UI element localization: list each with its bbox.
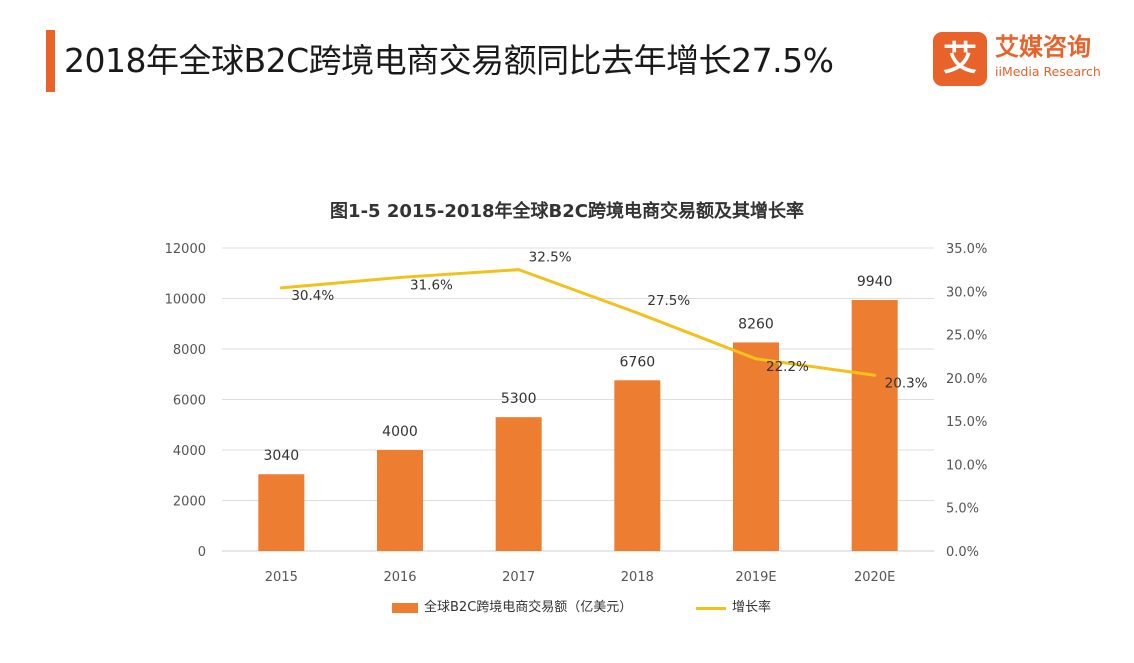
x-tick-label: 2019E — [735, 570, 776, 585]
y-right-tick-label: 35.0% — [946, 242, 987, 257]
bar-value-label: 6760 — [620, 354, 656, 370]
y-right-tick-label: 15.0% — [946, 415, 987, 430]
title-accent-bar — [46, 30, 55, 92]
y-left-tick-label: 0 — [198, 545, 206, 560]
bar-value-label: 4000 — [382, 424, 418, 440]
bar — [614, 380, 661, 551]
bar-value-label: 3040 — [264, 448, 300, 464]
bar — [258, 474, 305, 551]
y-right-tick-label: 10.0% — [946, 458, 987, 473]
chart-legend: 全球B2C跨境电商交易额（亿美元） 增长率 — [0, 598, 1134, 618]
bar-value-label: 9940 — [857, 274, 893, 290]
line-value-label: 32.5% — [529, 250, 572, 266]
x-tick-label: 2020E — [854, 570, 895, 585]
line-value-label: 27.5% — [647, 293, 690, 309]
x-tick-label: 2017 — [502, 570, 535, 585]
line-value-label: 31.6% — [410, 277, 453, 293]
y-left-tick-label: 2000 — [173, 495, 206, 510]
x-tick-label: 2018 — [621, 570, 654, 585]
brand-name-en: iiMedia Research — [995, 64, 1101, 79]
bar-value-label: 8260 — [738, 316, 774, 332]
line-point — [635, 311, 639, 315]
line-point — [398, 275, 402, 279]
x-tick-label: 2016 — [383, 570, 416, 585]
y-right-tick-label: 25.0% — [946, 329, 987, 344]
x-tick-label: 2015 — [265, 570, 298, 585]
page-title: 2018年全球B2C跨境电商交易额同比去年增长27.5% — [64, 41, 834, 80]
bar — [851, 300, 898, 551]
legend-label-line: 增长率 — [732, 600, 772, 615]
y-right-tick-label: 0.0% — [946, 545, 979, 560]
brand-logo: 艾 艾媒咨询 iiMedia Research — [933, 32, 1123, 88]
line-value-label: 30.4% — [291, 288, 334, 304]
y-left-tick-label: 4000 — [173, 444, 206, 459]
line-value-label: 20.3% — [885, 375, 928, 391]
line-point — [517, 268, 521, 272]
bar — [377, 450, 423, 551]
growth-rate-line — [281, 268, 875, 377]
legend-swatch-bar — [392, 603, 418, 613]
y-left-tick-label: 12000 — [165, 242, 206, 257]
y-left-tick-label: 8000 — [173, 343, 206, 358]
bar-value-label: 5300 — [501, 391, 537, 407]
brand-logo-icon: 艾 — [933, 32, 987, 86]
line-value-label: 22.2% — [766, 359, 809, 375]
y-right-tick-label: 30.0% — [946, 285, 987, 300]
bar — [733, 342, 779, 551]
brand-name-cn: 艾媒咨询 — [995, 33, 1091, 61]
bar — [495, 417, 542, 551]
legend-label-bar: 全球B2C跨境电商交易额（亿美元） — [424, 600, 633, 615]
y-left-tick-label: 10000 — [165, 293, 206, 308]
line-point — [279, 286, 283, 290]
y-right-tick-label: 5.0% — [946, 502, 979, 517]
line-point — [873, 373, 877, 377]
line-point — [754, 357, 758, 361]
legend-swatch-line — [696, 607, 726, 610]
chart-title: 图1-5 2015-2018年全球B2C跨境电商交易额及其增长率 — [330, 201, 804, 222]
y-left-tick-label: 6000 — [173, 394, 206, 409]
y-right-tick-label: 20.0% — [946, 372, 987, 387]
